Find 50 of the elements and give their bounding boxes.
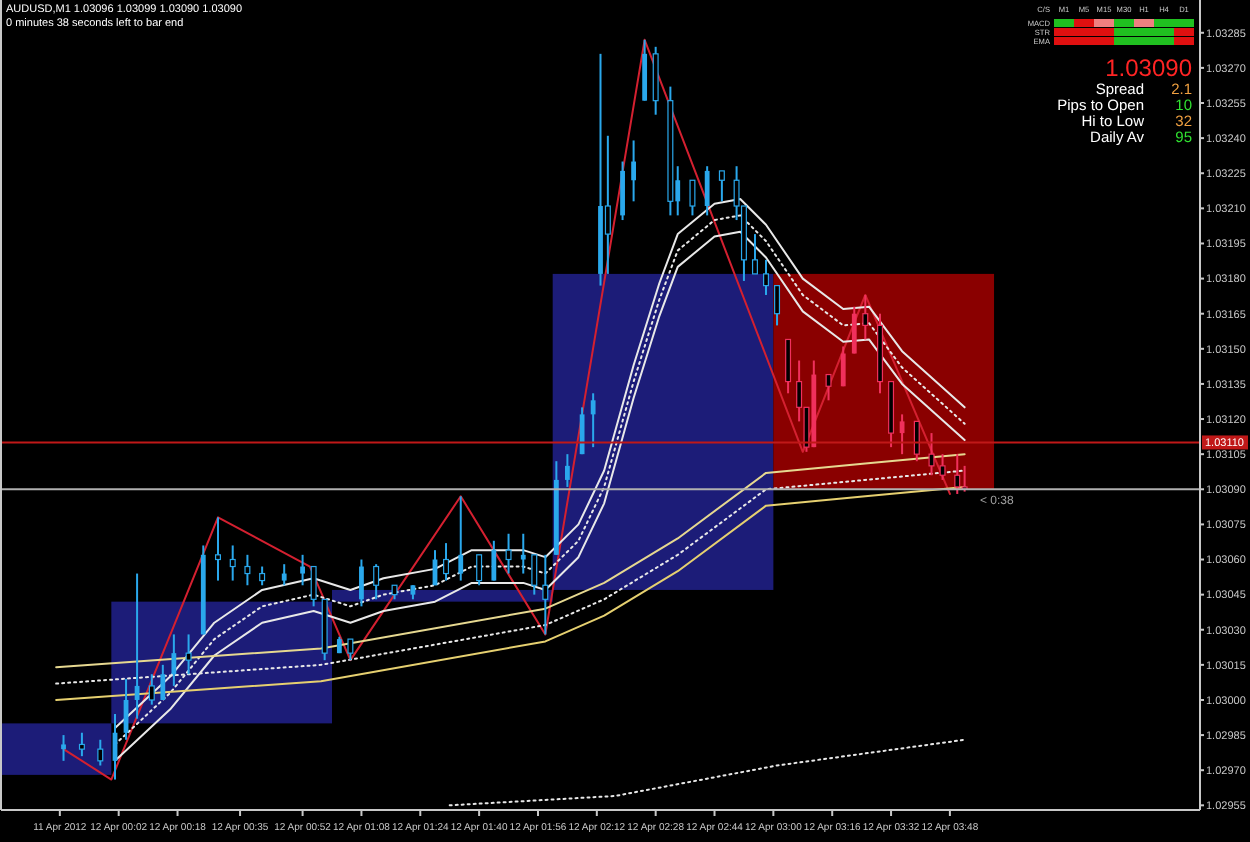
candlestick — [359, 558, 364, 608]
candlestick — [97, 738, 104, 767]
candlestick — [531, 553, 538, 596]
candlestick — [347, 638, 354, 662]
candlestick — [939, 453, 946, 481]
candlestick — [185, 633, 192, 676]
line-series — [448, 738, 966, 807]
candlestick — [78, 731, 85, 758]
candlestick — [704, 165, 710, 217]
candlestick — [520, 532, 526, 575]
candlestick — [148, 673, 155, 706]
candlestick — [785, 338, 792, 395]
candlestick — [718, 169, 725, 203]
candlestick — [229, 544, 236, 582]
candlestick — [652, 45, 659, 116]
candlestick — [689, 179, 696, 217]
candlestick — [61, 734, 66, 762]
candlestick — [620, 160, 625, 222]
candlestick — [851, 305, 857, 355]
candlestick — [928, 432, 935, 477]
candlestick — [160, 663, 166, 701]
candlestick — [171, 633, 177, 687]
line-series — [62, 38, 951, 781]
candlestick — [774, 284, 781, 327]
candlestick — [476, 553, 483, 587]
candlestick — [215, 516, 221, 582]
candlestick — [259, 565, 266, 587]
annotation: 1.03090 — [1105, 54, 1193, 82]
candlestick — [642, 38, 648, 102]
candlestick — [825, 373, 832, 402]
candlestick — [954, 453, 961, 495]
candlestick — [300, 553, 305, 587]
candlestick — [373, 563, 380, 601]
candlestick — [491, 539, 497, 582]
candlestick — [443, 542, 450, 582]
candlestick — [244, 553, 251, 587]
candlestick — [631, 139, 636, 203]
candlestick — [505, 532, 512, 575]
candlestick — [862, 293, 869, 341]
candlestick — [310, 565, 317, 608]
candlestick — [542, 553, 549, 636]
bar — [552, 273, 774, 590]
candlestick — [751, 233, 758, 275]
candlestick — [281, 563, 287, 587]
candlestick — [590, 392, 596, 449]
candlestick — [565, 453, 570, 488]
candlestick — [763, 258, 770, 296]
candlestick — [913, 420, 920, 463]
candlestick — [458, 495, 464, 582]
candlestick — [840, 345, 846, 388]
